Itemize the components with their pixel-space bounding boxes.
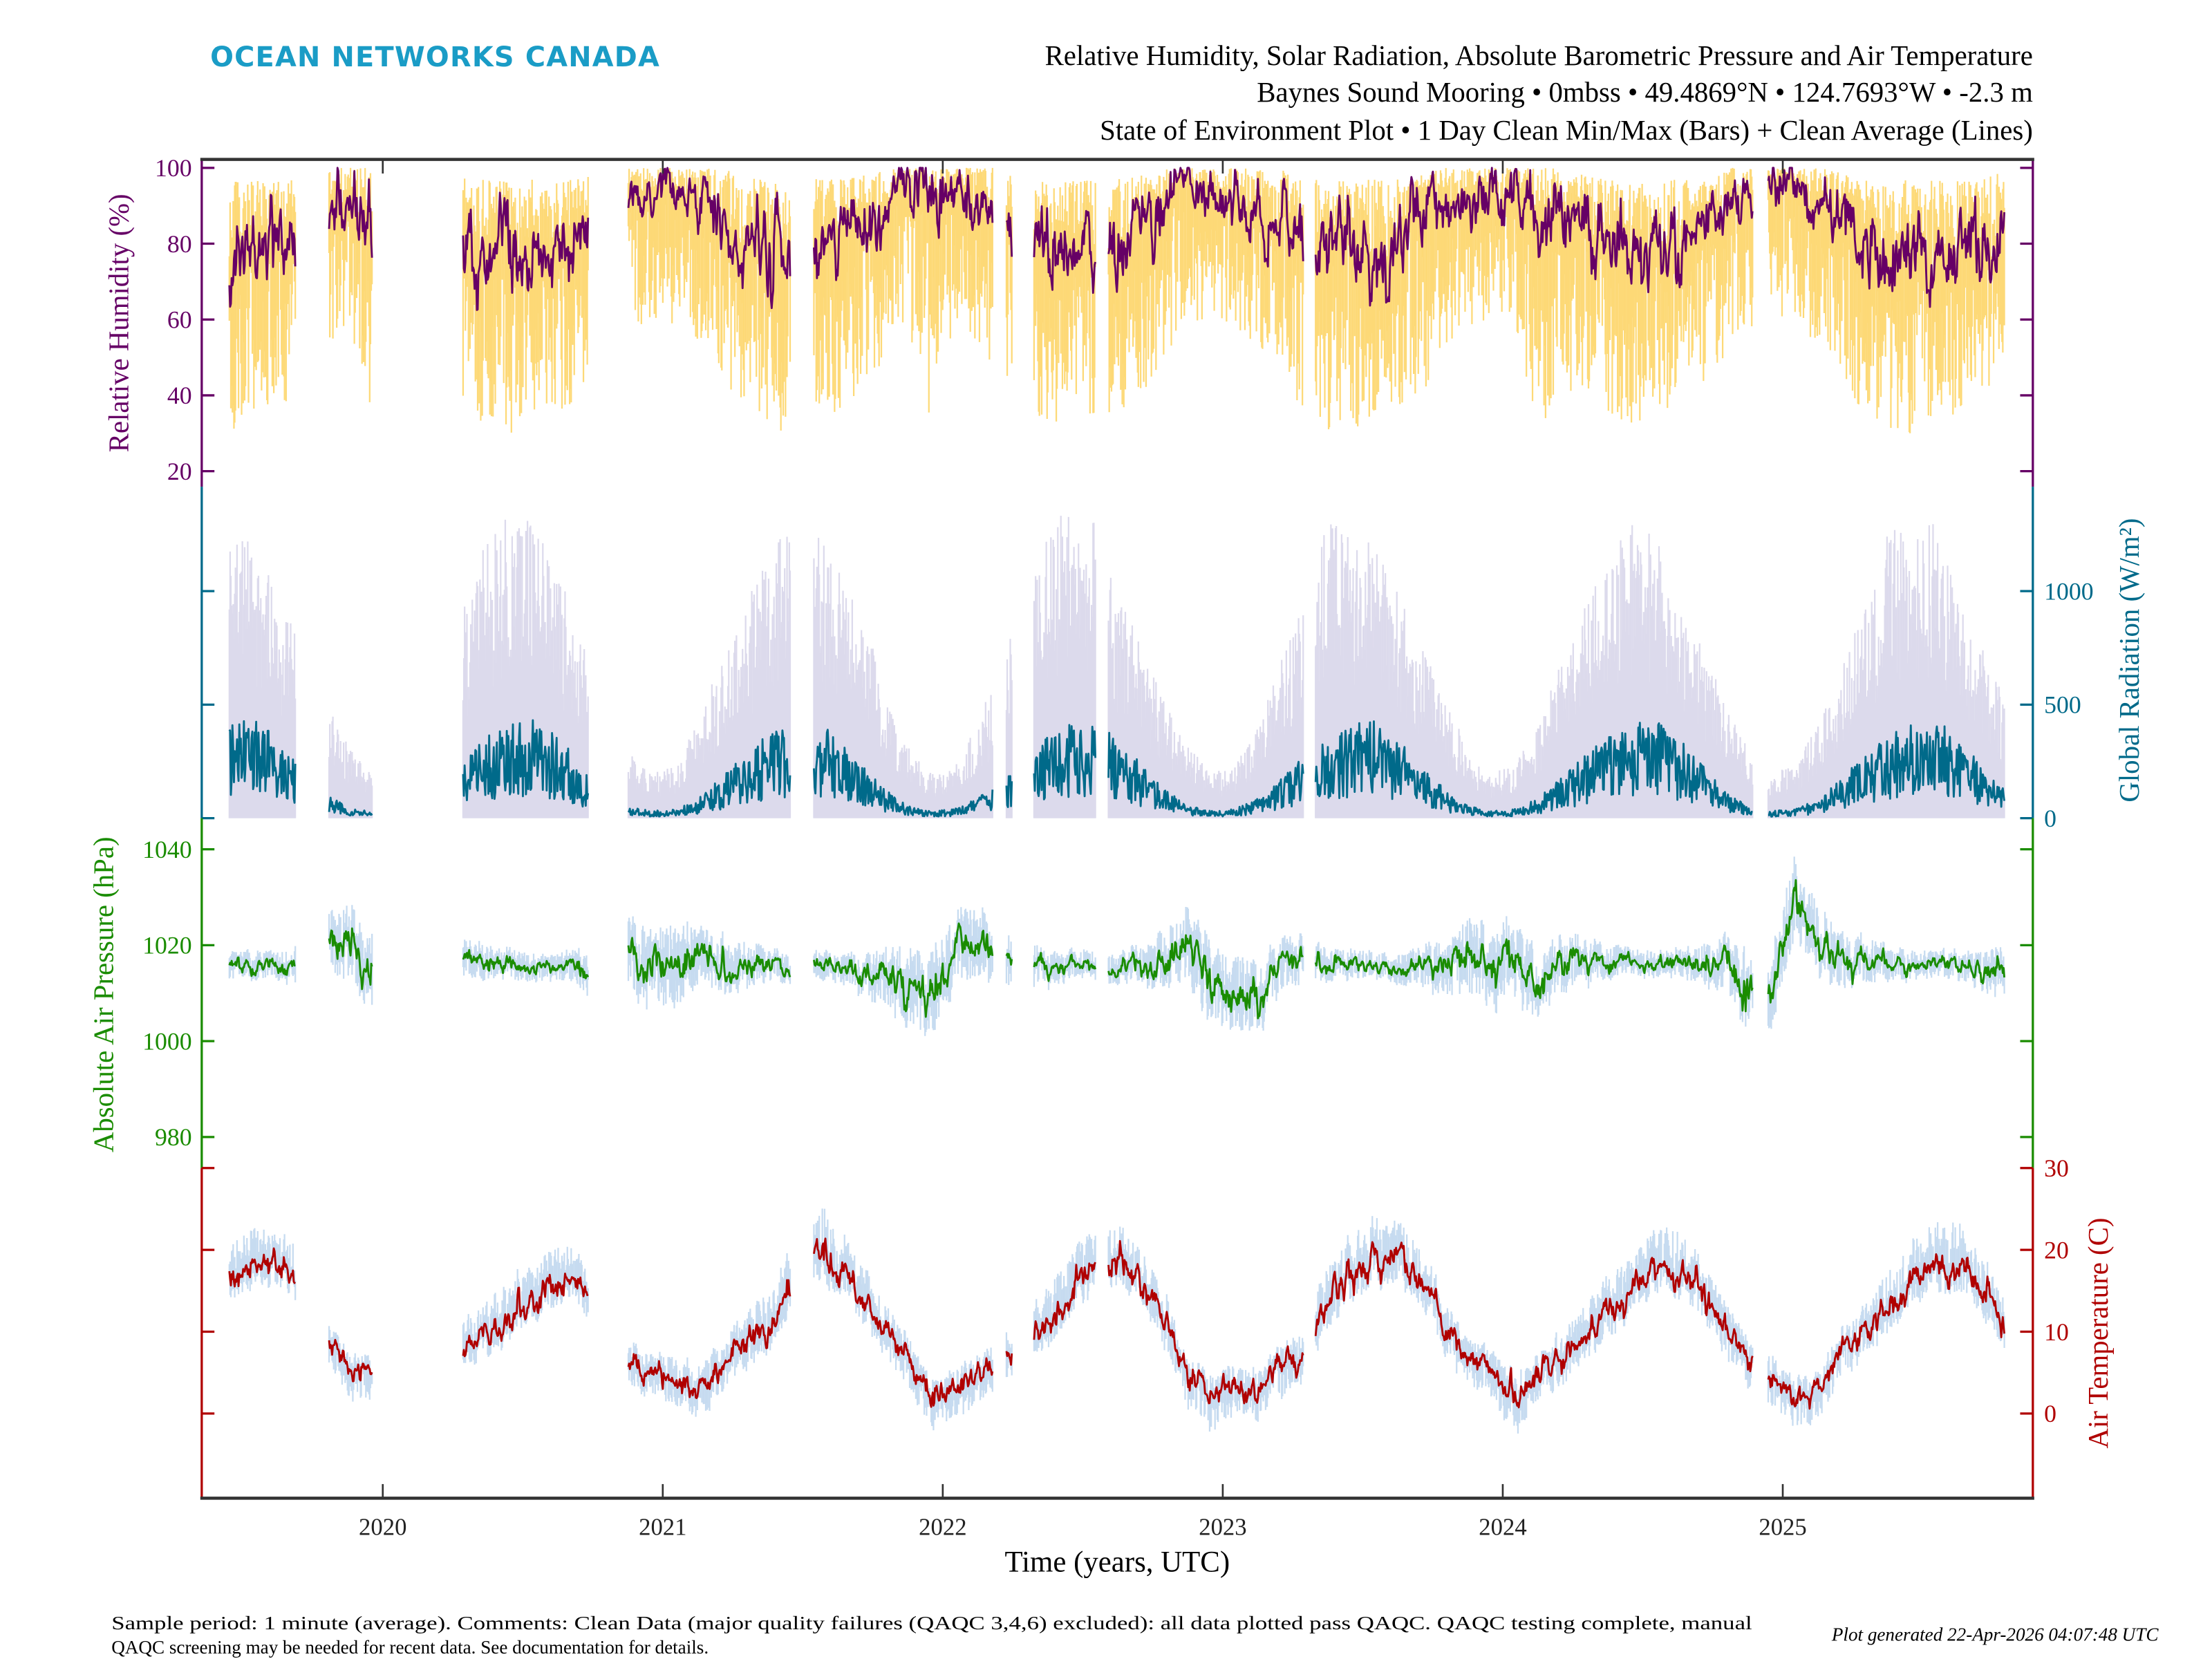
chart-subtitle-2: State of Environment Plot • 1 Day Clean … (1100, 115, 2033, 146)
rad-bars (228, 516, 2005, 818)
onc-logo: OCEAN NETWORKS CANADA (210, 41, 660, 73)
chart-subtitle: Baynes Sound Mooring • 0mbss • 49.4869°N… (1257, 77, 2033, 108)
chart-title: Relative Humidity, Solar Radiation, Abso… (1045, 40, 2033, 71)
min-max-bars (228, 167, 2005, 1434)
rh-bars (228, 167, 2005, 433)
pressure-bars (228, 856, 2005, 1036)
